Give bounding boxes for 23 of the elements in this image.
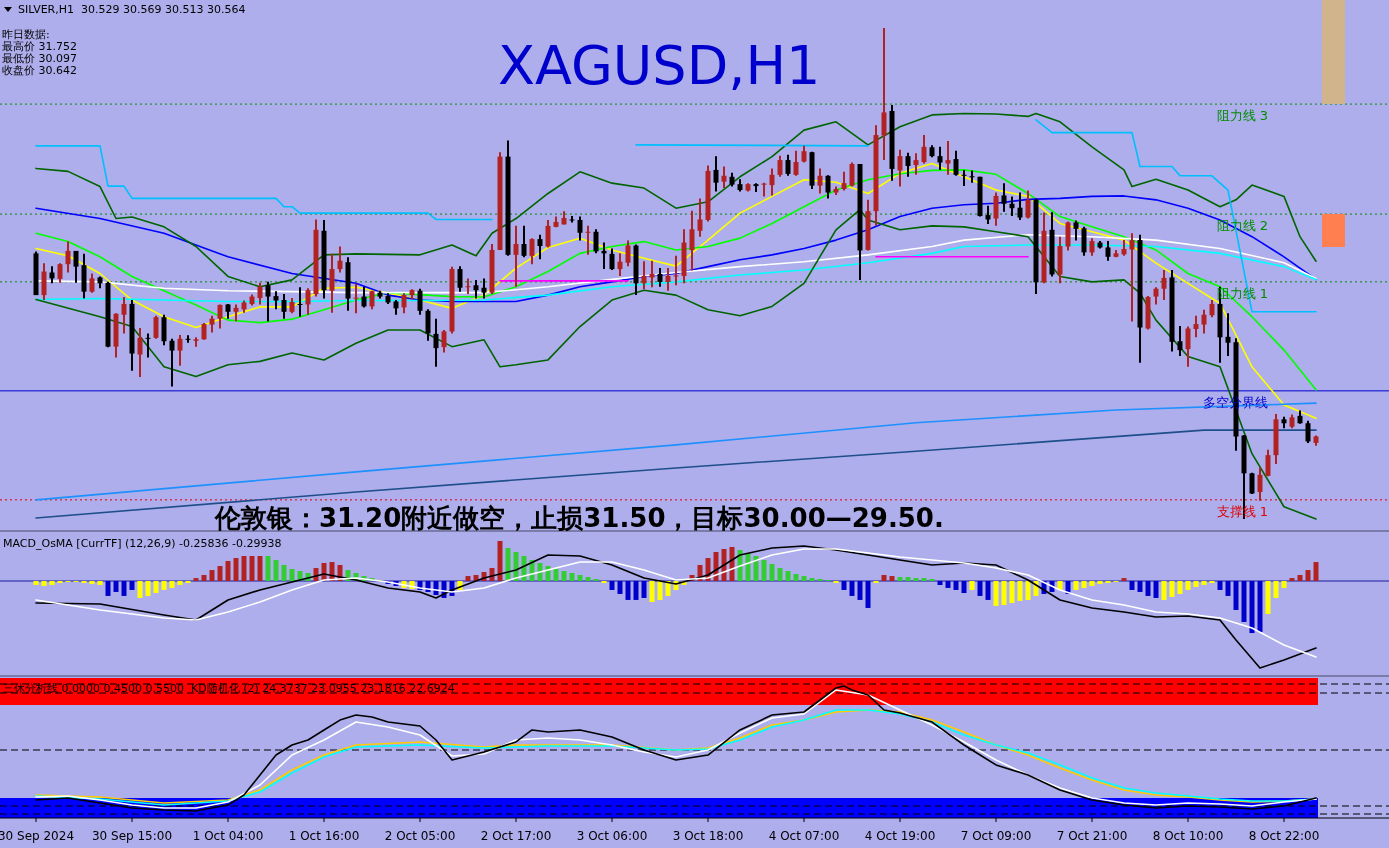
annotation: 最低价 30.097 [2,52,77,65]
ref-line-label: 阻力线 3 [1216,108,1268,124]
text: SILVER,H1 30.529 30.569 30.513 30.564 [18,3,246,16]
x-tick-label: 1 Oct 04:00 [192,829,264,843]
x-tick-label: 2 Oct 17:00 [480,829,552,843]
x-tick-label: 3 Oct 06:00 [576,829,648,843]
annotation: 三休分析线 0.0000 0.4500 0.5500 KD随机化 (2) 24.3737 23.0955 23.1816 22.6924 [3,682,455,695]
x-tick-label: 1 Oct 16:00 [288,829,360,843]
x-tick-label: 3 Oct 18:00 [672,829,744,843]
annotation: 昨日数据: [2,28,50,41]
annotation: 伦敦银：31.20附近做空，止损31.50，目标30.00—29.50. [214,503,944,533]
x-tick-label: 8 Oct 22:00 [1248,829,1320,843]
annotation: 最高价 31.752 [2,40,77,53]
x-tick-label: 30 Sep 15:00 [91,829,173,843]
x-tick-label: 7 Oct 21:00 [1056,829,1128,843]
chart-title: XAGUSD,H1 [498,34,821,97]
x-tick-label: 4 Oct 19:00 [864,829,936,843]
x-tick-label: 2 Oct 05:00 [384,829,456,843]
annotation: MACD_OsMA [CurrTF] (12,26,9) -0.25836 -0.29938 [3,537,282,550]
x-tick-label: 4 Oct 07:00 [768,829,840,843]
annotation: 收盘价 30.642 [2,64,77,77]
x-tick-label: 7 Oct 09:00 [960,829,1032,843]
x-tick-label: 8 Oct 10:00 [1152,829,1224,843]
